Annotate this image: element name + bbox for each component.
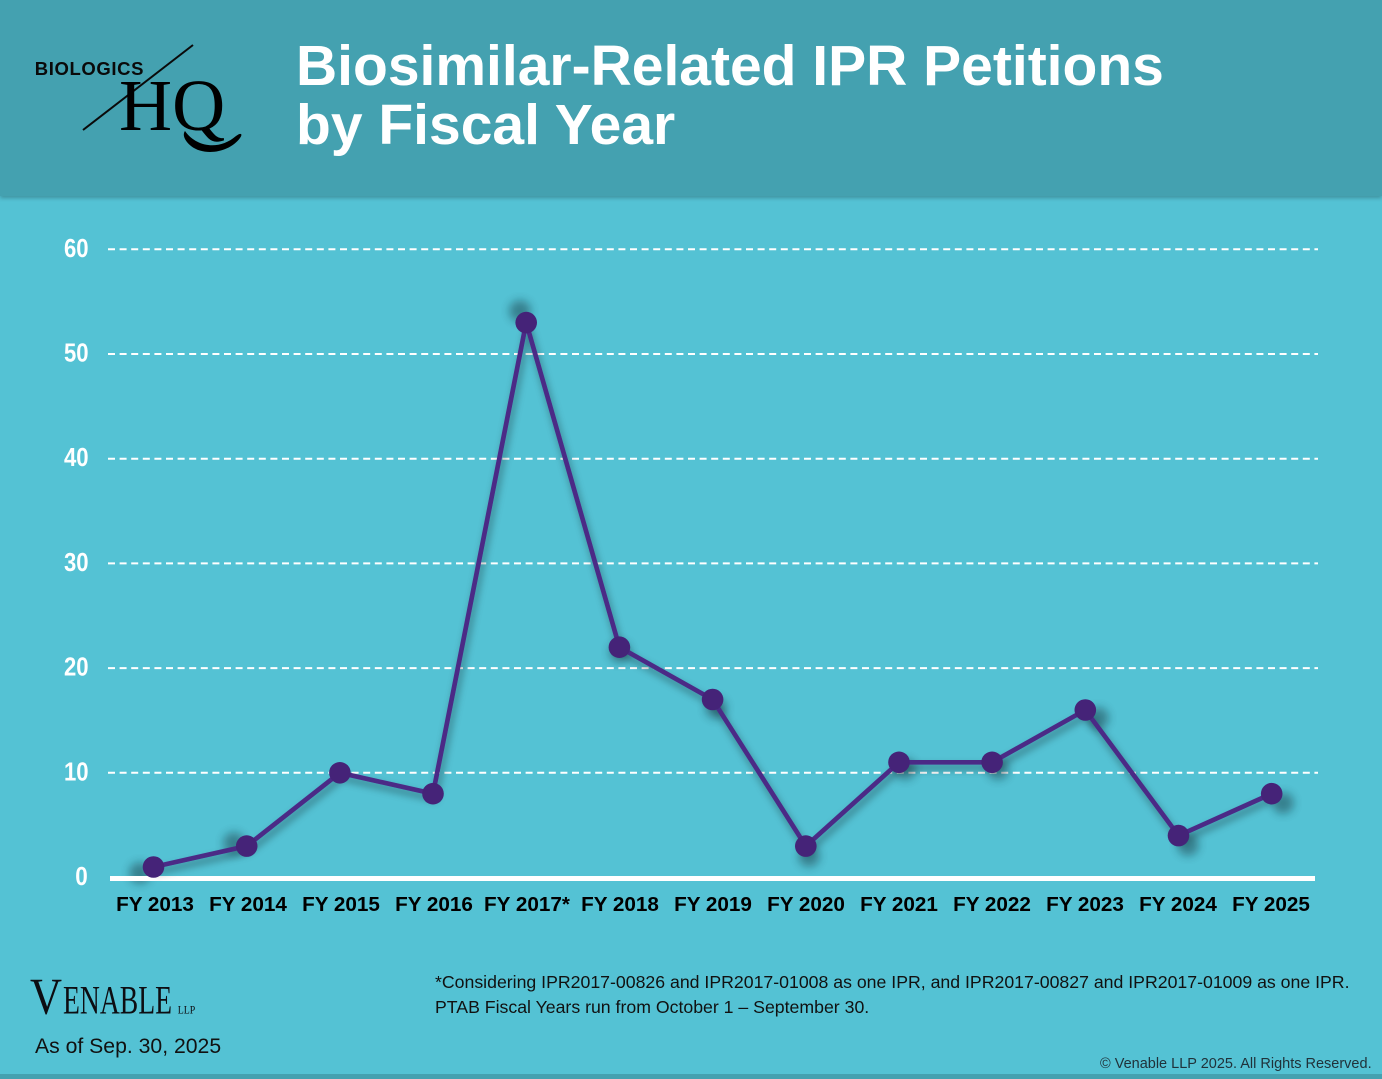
svg-text:40: 40	[64, 442, 89, 472]
svg-text:FY 2015: FY 2015	[302, 893, 380, 916]
svg-text:60: 60	[64, 233, 89, 263]
svg-text:FY 2014: FY 2014	[209, 893, 287, 916]
svg-text:FY 2018: FY 2018	[581, 893, 659, 916]
svg-text:FY 2022: FY 2022	[953, 893, 1031, 916]
svg-text:LLP: LLP	[178, 1005, 196, 1017]
svg-text:10: 10	[64, 756, 89, 786]
svg-text:0: 0	[75, 861, 88, 891]
svg-text:30: 30	[64, 547, 89, 577]
svg-text:FY 2019: FY 2019	[674, 893, 752, 916]
svg-text:FY 2025: FY 2025	[1232, 893, 1310, 916]
svg-text:ENABLE: ENABLE	[63, 978, 172, 1023]
svg-text:V: V	[30, 970, 62, 1026]
svg-text:FY 2023: FY 2023	[1046, 893, 1124, 916]
svg-text:FY 2020: FY 2020	[767, 893, 845, 916]
svg-text:FY 2024: FY 2024	[1139, 893, 1217, 916]
svg-text:20: 20	[64, 652, 89, 682]
svg-text:HQ: HQ	[119, 65, 225, 146]
svg-text:FY 2021: FY 2021	[860, 893, 938, 916]
svg-text:FY 2016: FY 2016	[395, 893, 473, 916]
svg-text:BIOLOGICS: BIOLOGICS	[35, 58, 144, 79]
svg-text:FY 2017*: FY 2017*	[484, 893, 571, 916]
svg-text:50: 50	[64, 338, 89, 368]
svg-text:FY 2013: FY 2013	[116, 893, 194, 916]
